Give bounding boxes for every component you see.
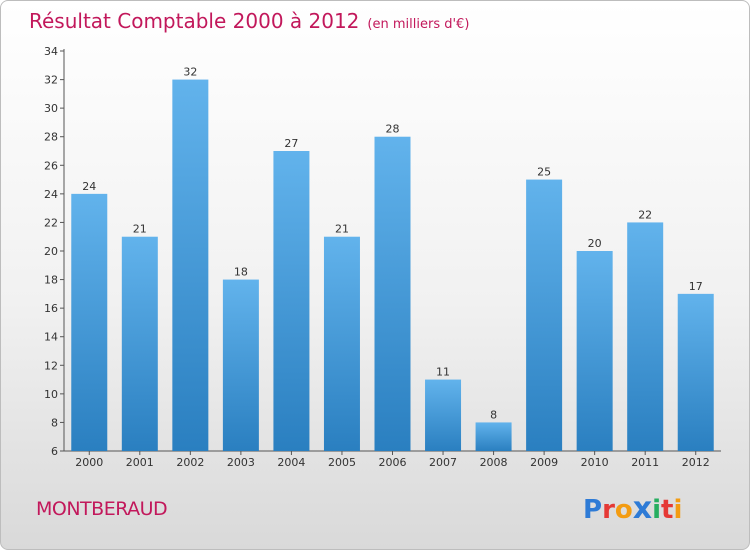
bar — [627, 222, 664, 451]
value-label: 24 — [82, 180, 96, 193]
y-tick-label: 34 — [44, 45, 58, 58]
bar — [425, 379, 462, 451]
y-tick-label: 6 — [51, 445, 58, 458]
value-label: 20 — [588, 237, 602, 250]
y-tick-label: 18 — [44, 274, 58, 287]
y-tick-label: 26 — [44, 159, 58, 172]
x-tick-label: 2004 — [277, 456, 305, 469]
logo-letter: P — [583, 495, 603, 525]
value-label: 27 — [284, 137, 298, 150]
y-tick-label: 24 — [44, 188, 58, 201]
y-tick-label: 22 — [44, 216, 58, 229]
value-label: 21 — [335, 223, 349, 236]
bar — [121, 236, 158, 451]
bar — [374, 136, 411, 451]
logo-letter: r — [602, 495, 615, 525]
value-label: 18 — [234, 266, 248, 279]
logo-letter: t — [661, 495, 674, 525]
y-tick-label: 14 — [44, 331, 58, 344]
y-tick-label: 8 — [51, 416, 58, 429]
bar — [323, 236, 360, 451]
labels: 2000 24 2001 21 2002 32 2003 18 2004 27 2005 21 2006… — [75, 66, 709, 469]
bar — [526, 179, 563, 452]
y-tick-label: 10 — [44, 388, 58, 401]
value-label: 8 — [490, 408, 497, 421]
logo-letter: o — [614, 495, 633, 525]
bar — [222, 279, 259, 451]
bars — [71, 79, 714, 452]
y-tick-label: 30 — [44, 102, 58, 115]
y-tick-label: 32 — [44, 74, 58, 87]
value-label: 25 — [537, 166, 551, 179]
title-text: Résultat Comptable 2000 à 2012 — [29, 9, 360, 33]
bar — [273, 151, 310, 451]
axes: 6 8 10 12 14 16 18 20 22 24 26 28 30 32 34 — [44, 45, 721, 458]
bar — [172, 79, 209, 452]
x-tick-label: 2008 — [480, 456, 508, 469]
value-label: 28 — [386, 123, 400, 136]
x-tick-label: 2000 — [75, 456, 103, 469]
chart-title: Résultat Comptable 2000 à 2012 (en millie… — [29, 9, 469, 33]
y-tick-label: 12 — [44, 359, 58, 372]
x-tick-label: 2003 — [227, 456, 255, 469]
value-label: 32 — [183, 66, 197, 79]
x-tick-label: 2001 — [126, 456, 154, 469]
value-label: 17 — [689, 280, 703, 293]
logo-letter: i — [652, 495, 662, 525]
chart-subtitle: (en milliers d'€) — [367, 17, 470, 32]
logo-letter: i — [673, 495, 683, 525]
bar — [576, 251, 613, 451]
commune-name: MONTBERAUD — [36, 498, 168, 520]
proxiti-logo: Proxiti — [583, 491, 682, 526]
logo-letter: x — [632, 491, 653, 526]
y-tick-label: 28 — [44, 131, 58, 144]
value-label: 21 — [133, 223, 147, 236]
bar — [677, 293, 714, 451]
y-tick-label: 20 — [44, 245, 58, 258]
x-tick-label: 2007 — [429, 456, 457, 469]
x-tick-label: 2010 — [581, 456, 609, 469]
x-tick-label: 2005 — [328, 456, 356, 469]
value-label: 22 — [638, 208, 652, 221]
x-tick-label: 2009 — [530, 456, 558, 469]
bar — [71, 193, 108, 451]
value-label: 11 — [436, 366, 450, 379]
x-tick-label: 2002 — [176, 456, 204, 469]
x-tick-label: 2006 — [379, 456, 407, 469]
x-tick-label: 2012 — [682, 456, 710, 469]
bar — [475, 422, 512, 451]
x-tick-label: 2011 — [631, 456, 659, 469]
y-tick-label: 16 — [44, 302, 58, 315]
